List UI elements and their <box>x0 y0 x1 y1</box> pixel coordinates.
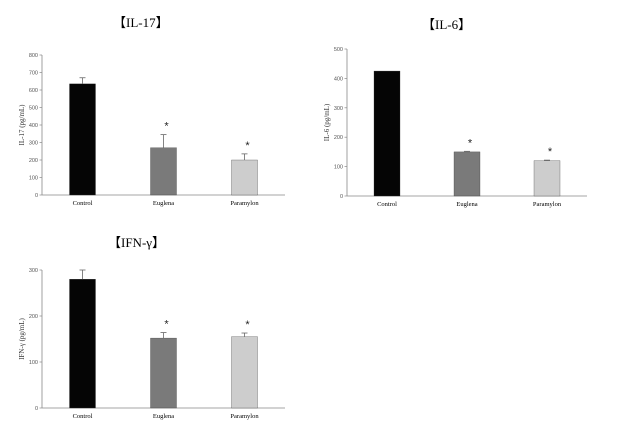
y-tick-label: 0 <box>35 406 38 412</box>
plot-area: 0 100 200 300 400 500 IL-6 (pg/mL) Control * Eugl… <box>323 47 587 208</box>
y-tick-label: 800 <box>29 53 38 59</box>
y-axis-title: IL-17 (pg/mL) <box>18 104 26 146</box>
y-tick-label: 500 <box>334 47 343 53</box>
chart-title: 【IL-17】 <box>113 15 169 30</box>
y-tick-label: 100 <box>334 165 343 171</box>
y-tick-label: 400 <box>29 123 38 129</box>
category-label: Control <box>73 413 93 420</box>
chart-title: 【IL-6】 <box>422 17 472 32</box>
bar <box>453 151 481 197</box>
plot-area: 0 100 200 300 400 500 600 700 800 IL-17 (pg/mL) Co… <box>18 53 285 207</box>
significance-star: * <box>245 140 250 152</box>
chart-ifn-gamma: 【IFN-γ】 0 100 200 300 IFN-γ (pg/mL) Control * E… <box>0 220 310 423</box>
bar <box>533 160 561 197</box>
y-tick-label: 100 <box>29 360 38 366</box>
significance-star: * <box>245 319 250 331</box>
significance-star: * <box>548 146 553 158</box>
y-tick-label: 200 <box>334 135 343 141</box>
y-axis-title: IL-6 (pg/mL) <box>323 103 331 141</box>
category-label: Paramylon <box>533 201 562 208</box>
chart-il6: 【IL-6】 0 100 200 300 400 500 IL-6 (pg/mL) Contr… <box>310 0 620 215</box>
category-label: Euglena <box>153 200 174 207</box>
significance-star: * <box>164 319 169 331</box>
y-tick-label: 300 <box>29 268 38 274</box>
y-axis-title: IFN-γ (pg/mL) <box>18 317 26 359</box>
y-tick-label: 400 <box>334 76 343 82</box>
significance-star: * <box>164 121 169 133</box>
y-tick-label: 300 <box>334 106 343 112</box>
y-tick-label: 600 <box>29 88 38 94</box>
category-label: Paramylon <box>230 413 259 420</box>
bar <box>150 147 177 196</box>
bar <box>231 336 258 409</box>
y-tick-label: 0 <box>340 194 343 200</box>
bar <box>373 70 401 197</box>
significance-star: * <box>468 137 473 149</box>
y-tick-label: 500 <box>29 106 38 112</box>
chart-il17: 【IL-17】 0 100 200 300 400 500 600 700 800 IL-17 (… <box>0 0 310 215</box>
y-tick-label: 300 <box>29 141 38 147</box>
chart-title: 【IFN-γ】 <box>108 235 166 250</box>
category-label: Euglena <box>153 413 174 420</box>
y-tick-label: 700 <box>29 71 38 77</box>
bar <box>231 159 258 196</box>
y-tick-label: 200 <box>29 314 38 320</box>
plot-area: 0 100 200 300 IFN-γ (pg/mL) Control * Euglena * P… <box>18 268 285 420</box>
category-label: Paramylon <box>230 200 259 207</box>
y-tick-label: 200 <box>29 158 38 164</box>
category-label: Euglena <box>456 201 477 208</box>
bar <box>69 83 96 196</box>
category-label: Control <box>377 201 397 208</box>
bar <box>150 337 177 409</box>
y-tick-label: 0 <box>35 193 38 199</box>
y-tick-label: 100 <box>29 176 38 182</box>
category-label: Control <box>73 200 93 207</box>
bar <box>69 279 96 409</box>
